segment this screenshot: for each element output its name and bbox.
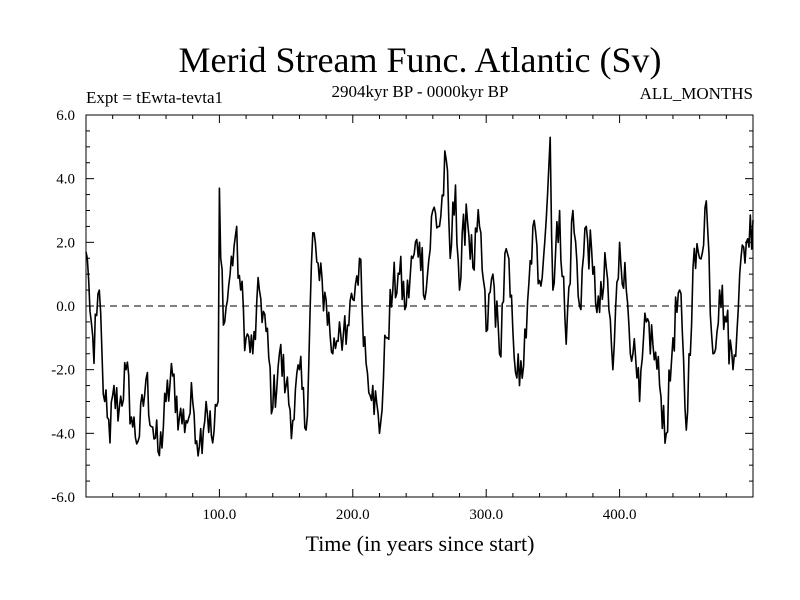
y-tick-label: 2.0 (56, 235, 75, 251)
y-tick-label: 0.0 (56, 299, 75, 315)
y-tick-label: -2.0 (51, 363, 75, 379)
series-line-0 (85, 136, 754, 457)
y-tick-label: 4.0 (56, 172, 75, 188)
x-tick-label: 300.0 (469, 507, 503, 523)
y-tick-label: 6.0 (56, 108, 75, 124)
chart-title: Merid Stream Func. Atlantic (Sv) (179, 40, 662, 80)
x-tick-label: 200.0 (336, 507, 370, 523)
y-tick-label: -4.0 (51, 426, 75, 442)
months-label: ALL_MONTHS (640, 84, 753, 103)
time-range-label: 2904kyr BP - 0000kyr BP (332, 82, 509, 101)
y-tick-label: -6.0 (51, 490, 75, 506)
x-tick-label: 100.0 (203, 507, 237, 523)
x-tick-label: 400.0 (603, 507, 637, 523)
axis-layer: 100.0 200.0 300.0 400.0 -6.0 -4.0 -2.0 0.0 2.0 4.… (51, 108, 754, 523)
series-layer (85, 136, 754, 457)
x-axis-label: Time (in years since start) (306, 531, 535, 556)
experiment-label: Expt = tEwta-tevta1 (86, 88, 223, 107)
